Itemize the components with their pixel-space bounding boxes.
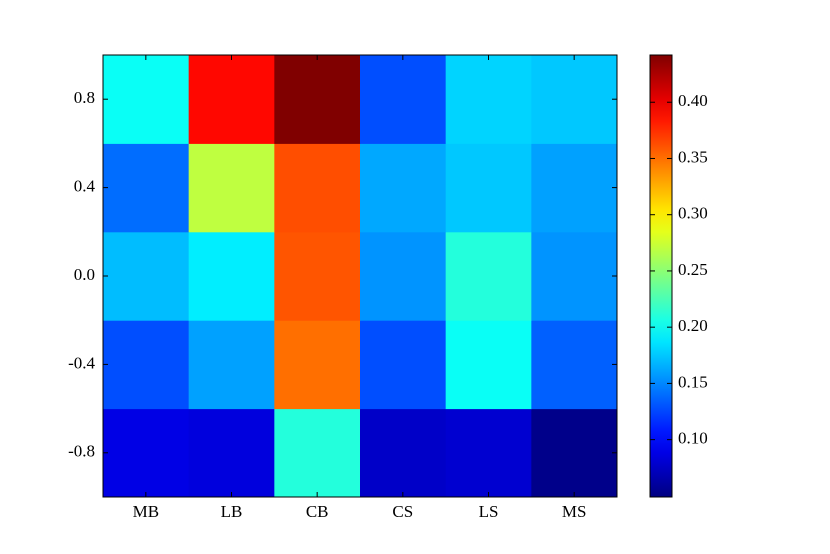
colorbar-tick-label: 0.15 [678,372,708,391]
x-tick-label: CB [306,502,329,521]
heatmap-cell [445,408,532,498]
heatmap-cell [188,55,275,144]
heatmap-cell [103,143,190,233]
heatmap-cell [274,320,361,410]
heatmap-cell [274,143,361,233]
colorbar-tick-label: 0.30 [678,204,708,223]
heatmap-cell [188,320,275,410]
heatmap-cell [103,231,190,321]
colorbar-tick-label: 0.25 [678,260,708,279]
heatmap-cell [531,143,618,233]
y-tick-label: 0.0 [74,265,95,284]
x-tick-label: CS [392,502,413,521]
colorbar-tick-label: 0.20 [678,316,708,335]
x-tick-label: MS [562,502,587,521]
heatmap-cell [103,320,190,410]
heatmap-cell [188,231,275,321]
heatmap-cell [531,231,618,321]
heatmap-cell [531,55,618,144]
y-tick-label: 0.4 [74,177,96,196]
heatmap-cell [445,231,532,321]
heatmap-cell [360,55,447,144]
heatmap-cell [360,231,447,321]
x-tick-label: MB [133,502,159,521]
heatmap-cell [360,408,447,498]
heatmap-cell [188,143,275,233]
heatmap-cell [274,408,361,498]
heatmap-cell [360,320,447,410]
heatmap-cell [445,320,532,410]
heatmap-cell [188,408,275,498]
heatmap-cell [531,408,618,498]
heatmap-cell [103,55,190,144]
colorbar-frame [649,54,673,498]
colorbar [650,55,672,497]
heatmap-cell [531,320,618,410]
heatmap-cell [103,408,190,498]
heatmap-cell [445,143,532,233]
heatmap-cell [445,55,532,144]
colorbar-tick-label: 0.10 [678,429,708,448]
y-tick-label: -0.4 [68,353,95,372]
colorbar-tick-label: 0.40 [678,91,708,110]
heatmap-cell [360,143,447,233]
colorbar-tick-label: 0.35 [678,147,708,166]
plot-frame [102,54,618,498]
heatmap-cell [274,55,361,144]
y-tick-label: 0.8 [74,88,95,107]
x-tick-label: LB [221,502,243,521]
heatmap-cell [274,231,361,321]
y-tick-label: -0.8 [68,442,95,461]
x-tick-label: LS [479,502,499,521]
